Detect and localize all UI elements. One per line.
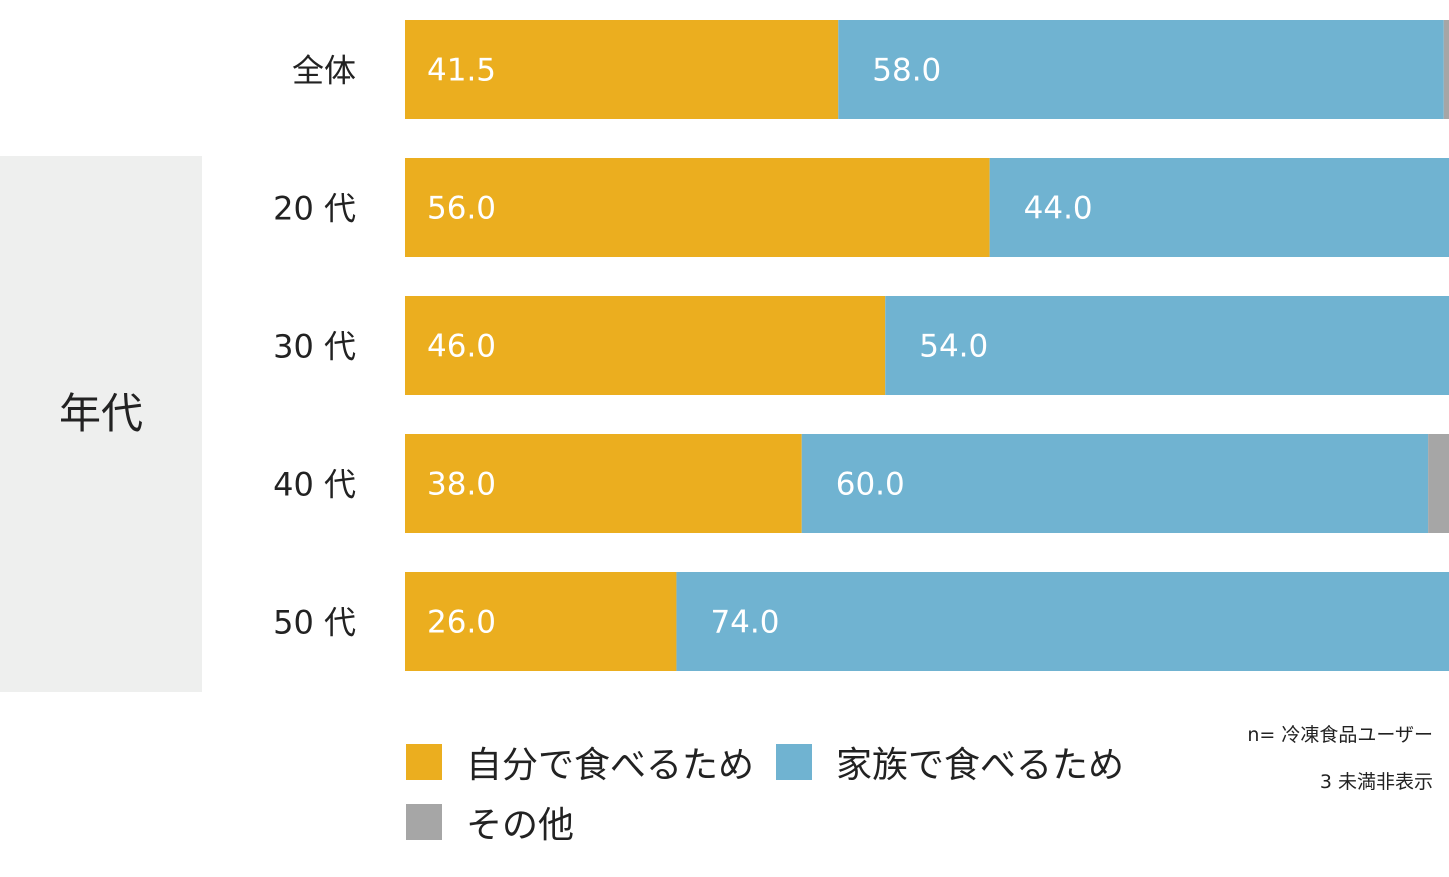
age-group-label: 年代 xyxy=(58,389,143,438)
legend-label-family: 家族で食べるため xyxy=(836,745,1125,786)
data-label: 46.0 xyxy=(427,329,496,365)
bar-segment xyxy=(405,158,990,257)
bar-segment xyxy=(838,20,1444,119)
sample-note: n= 冷凍食品ユーザー xyxy=(1247,724,1433,746)
category-label: 30 代 xyxy=(273,328,356,366)
bar-segment xyxy=(405,20,839,119)
data-label: 60.0 xyxy=(836,467,905,503)
bar-segment xyxy=(405,434,802,533)
data-label: 41.5 xyxy=(427,53,496,89)
legend-swatch-other xyxy=(406,804,442,840)
legend-swatch-family xyxy=(776,744,812,780)
legend-item-self: 自分で食べるため xyxy=(406,736,754,788)
category-label: 40 代 xyxy=(273,466,356,504)
stacked-bar-chart: 全体 41.5 58.0 20 代 56.0 44.0 30 代 46.0 54.0 40 代 38… xyxy=(273,20,1449,671)
legend-item-other: その他 xyxy=(406,796,574,848)
legend: 自分で食べるため 家族で食べるため その他 xyxy=(406,728,1166,848)
bar-segment xyxy=(405,296,886,395)
bar-segment xyxy=(885,296,1449,395)
data-label: 44.0 xyxy=(1024,191,1093,227)
data-label: 54.0 xyxy=(919,329,988,365)
data-label: 58.0 xyxy=(872,53,941,89)
data-label: 74.0 xyxy=(710,605,779,641)
bar-segment xyxy=(676,572,1449,671)
bar-segment xyxy=(1428,434,1449,533)
legend-swatch-self xyxy=(406,744,442,780)
bar-segment xyxy=(801,434,1429,533)
data-label: 56.0 xyxy=(427,191,496,227)
bar-segment xyxy=(989,158,1449,257)
legend-label-self: 自分で食べるため xyxy=(466,745,755,786)
bar-segment xyxy=(1443,20,1449,119)
legend-label-other: その他 xyxy=(466,805,575,846)
category-label: 全体 xyxy=(292,52,356,90)
threshold-note: 3 未満非表示 xyxy=(1319,771,1433,793)
data-label: 38.0 xyxy=(427,467,496,503)
legend-item-family: 家族で食べるため xyxy=(776,736,1124,788)
category-label: 20 代 xyxy=(273,190,356,228)
data-label: 26.0 xyxy=(427,605,496,641)
category-label: 50 代 xyxy=(273,604,356,642)
age-group-panel xyxy=(0,156,202,692)
bar-segment xyxy=(405,572,677,671)
